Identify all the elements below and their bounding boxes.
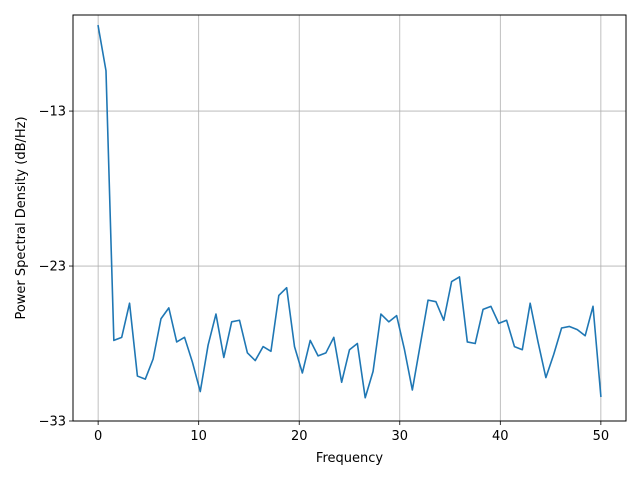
psd-series-line [97,24,602,399]
x-tick-label: 30 [391,429,408,444]
y-tick-label: −23 [39,260,66,275]
x-tick-label: 40 [492,429,509,444]
axis-ticks: 0 10 20 30 40 50 −13 −23 −33 [39,105,610,444]
x-tick-label: 0 [94,429,102,444]
y-axis-label: Power Spectral Density (dB/Hz) [14,116,29,319]
y-tick-label: −33 [39,415,66,430]
x-tick-label: 50 [593,429,610,444]
x-tick-label: 20 [291,429,308,444]
series-layer [97,24,602,399]
plot-area-frame [72,14,627,422]
y-tick-label: −13 [39,105,66,120]
x-axis-label: Frequency [316,451,383,466]
x-tick-label: 10 [190,429,207,444]
